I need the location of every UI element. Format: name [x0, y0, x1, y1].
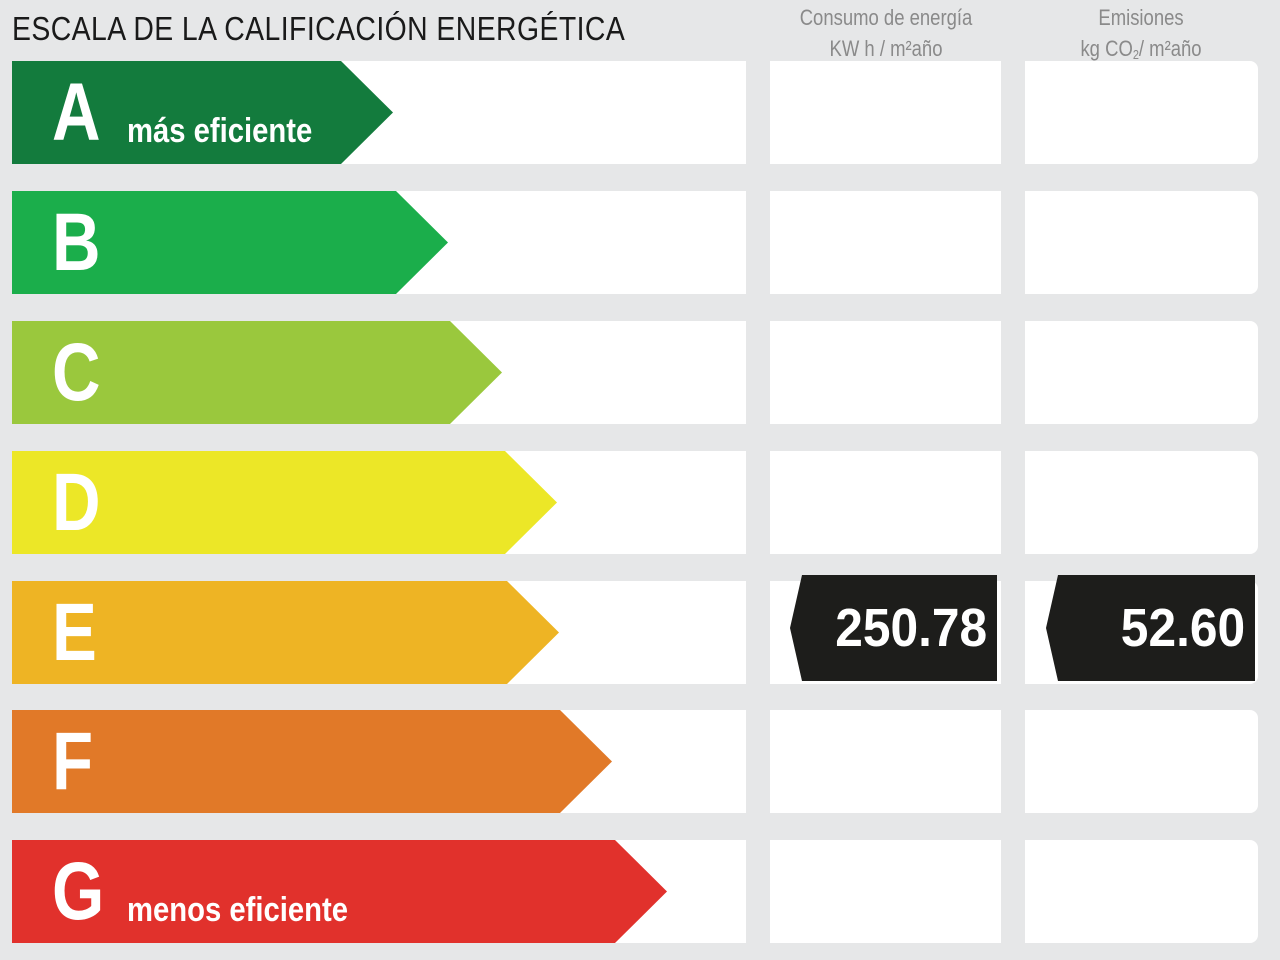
energy-value-cell	[770, 191, 1001, 294]
emissions-header-line1: Emisiones	[1098, 5, 1184, 30]
energy-value-cell	[770, 321, 1001, 424]
class-row-b: B	[0, 191, 1280, 294]
class-arrow-c: C	[12, 321, 502, 424]
energy-value-cell	[770, 840, 1001, 943]
energy-value: 250.78	[835, 598, 987, 658]
emissions-value-cell	[1025, 61, 1258, 164]
title: ESCALA DE LA CALIFICACIÓN ENERGÉTICA	[12, 10, 626, 47]
energy-rating-badge: 250.78	[790, 575, 997, 681]
class-arrow-e: E	[12, 581, 559, 684]
energy-header-line2: KW h / m²año	[829, 36, 943, 61]
rating-badge-shape	[790, 575, 997, 681]
class-letter: A	[52, 67, 101, 158]
class-arrow-shape	[12, 451, 557, 554]
class-row-c: C	[0, 321, 1280, 424]
class-letter: C	[52, 327, 101, 418]
class-letter: F	[52, 716, 94, 807]
energy-value-cell	[770, 61, 1001, 164]
emissions-value: 52.60	[1120, 598, 1245, 658]
energy-header-line1: Consumo de energía	[799, 5, 973, 30]
class-arrow-shape	[12, 840, 667, 943]
class-arrow-shape	[12, 321, 502, 424]
class-arrow-b: B	[12, 191, 448, 294]
class-letter: G	[52, 846, 105, 937]
energy-value-cell	[770, 710, 1001, 813]
class-arrow-shape	[12, 710, 612, 813]
class-arrow-shape	[12, 581, 559, 684]
emissions-rating-badge: 52.60	[1046, 575, 1255, 681]
class-row-e: E 250.78 52.60	[0, 575, 1280, 684]
class-letter: E	[52, 587, 97, 678]
emissions-value-cell	[1025, 840, 1258, 943]
energy-column-header: Consumo de energía KW h / m²año	[770, 2, 1002, 64]
class-letter: B	[52, 197, 101, 288]
rating-badge-shape	[1046, 575, 1255, 681]
emissions-column-header: Emisiones kg CO2/ m²año	[1025, 2, 1257, 70]
class-sublabel: más eficiente	[127, 112, 313, 150]
class-arrow-d: D	[12, 451, 557, 554]
class-row-d: D	[0, 451, 1280, 554]
class-arrow-shape	[12, 191, 448, 294]
emissions-value-cell	[1025, 321, 1258, 424]
class-sublabel: menos eficiente	[127, 891, 349, 929]
emissions-header-line2: kg CO2/ m²año	[1080, 36, 1202, 62]
emissions-value-cell	[1025, 451, 1258, 554]
energy-value-cell	[770, 451, 1001, 554]
class-row-f: F	[0, 710, 1280, 813]
class-arrow-f: F	[12, 710, 612, 813]
class-arrow-shape	[12, 61, 393, 164]
emissions-value-cell	[1025, 710, 1258, 813]
class-letter: D	[52, 457, 101, 548]
emissions-value-cell	[1025, 191, 1258, 294]
